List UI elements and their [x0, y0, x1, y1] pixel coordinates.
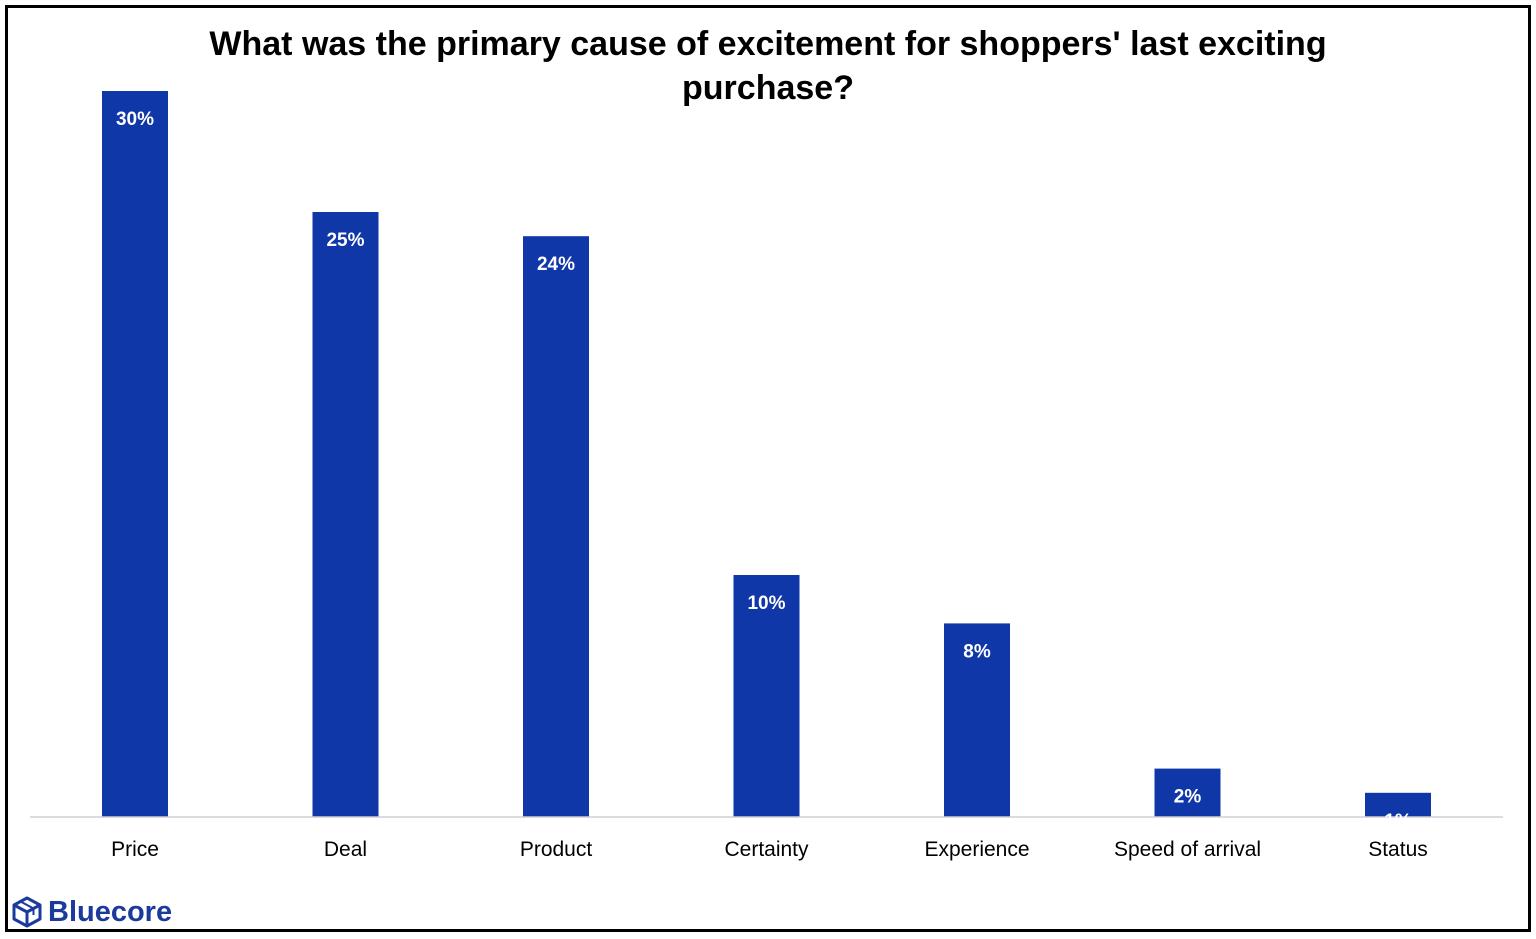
bars-layer	[102, 91, 1431, 817]
bar-price	[102, 91, 168, 817]
x-tick-label: Status	[1368, 838, 1428, 861]
bar-experience	[944, 623, 1010, 817]
x-tick-label: Certainty	[724, 838, 809, 861]
x-tick-label: Experience	[924, 838, 1029, 861]
cube-icon	[12, 896, 42, 928]
data-label: 1%	[1384, 811, 1412, 832]
x-tick-label: Price	[111, 838, 159, 861]
bar-status	[1365, 792, 1431, 817]
bar-deal	[312, 212, 379, 817]
labels-layer: 30% Price 25% Deal 24% Product 10% Certainty 8% E…	[111, 109, 1428, 861]
brand-name: Bluecore	[48, 895, 173, 928]
x-tick-label: Speed of arrival	[1114, 838, 1261, 861]
x-tick-label: Product	[520, 838, 593, 861]
chart-title: What was the primary cause of excitement…	[209, 25, 1327, 107]
x-tick-label: Deal	[324, 838, 367, 861]
data-label: 30%	[116, 109, 154, 130]
brand-logo: Bluecore	[12, 894, 172, 930]
data-label: 25%	[326, 230, 364, 251]
bar-speed-of-arrival	[1154, 768, 1221, 817]
data-label: 24%	[537, 254, 575, 275]
data-label: 2%	[1174, 787, 1202, 808]
data-label: 8%	[963, 641, 991, 662]
bar-product	[523, 236, 589, 817]
bar-certainty	[733, 575, 800, 817]
data-label: 10%	[747, 593, 785, 614]
